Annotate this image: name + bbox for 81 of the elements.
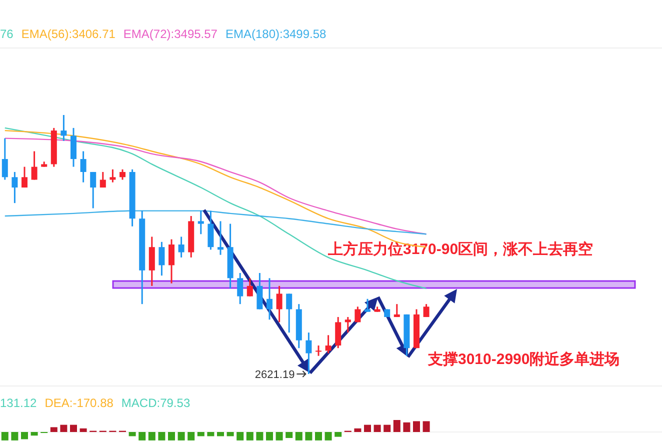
candlestick [110,168,116,184]
candlestick [344,316,351,334]
bar [315,432,322,440]
candlestick [22,166,28,188]
bar [286,432,293,438]
candlestick [335,316,342,349]
candlestick [178,236,184,258]
candlestick [364,298,370,313]
candlestick [80,150,86,184]
bar [158,432,166,440]
candlestick [237,272,244,305]
bar [354,428,362,432]
candlestick [286,292,292,334]
candlestick [266,277,272,320]
candlestick [100,171,106,188]
text: 131.12 [0,396,38,410]
bar [295,432,302,440]
candlestick [276,285,282,323]
bar [178,432,185,440]
bar [128,432,136,436]
bar [266,432,273,440]
bar [236,432,244,440]
bar [11,432,18,440]
candlestick [306,332,312,375]
candlestick [12,171,18,204]
candlestick [218,220,224,256]
candlestick [325,334,332,354]
text: EMA(56):3406.71 [21,27,116,41]
bar [246,432,254,440]
band-label: 上方压力位3170-90区间，涨不上去再空 [327,240,594,258]
bar [374,424,381,432]
bar [276,432,283,440]
candlestick [90,171,96,209]
candlestick [423,303,430,318]
bar [148,432,156,440]
bar [334,432,342,437]
candlestick [2,138,8,180]
bar [70,424,77,432]
bar [138,432,146,440]
bar [1,432,8,440]
bar [393,420,400,432]
bar [305,432,312,440]
text: DEA:-170.88 [44,396,114,410]
bar [188,432,195,440]
candlestick [70,127,76,168]
bar [207,432,214,436]
candlestick [31,150,38,180]
bar [80,428,87,432]
candlestick [148,236,155,287]
candlestick [256,272,263,310]
bar [30,432,38,436]
candlestick [394,303,400,318]
bar [256,432,264,440]
candlestick [354,306,361,323]
annotation: 2621.19 [254,369,295,381]
text: MACD:79.53 [121,396,190,410]
bar [168,432,175,440]
bar [422,421,430,432]
annotation: 支撑3010-2990附近多单进场 [427,351,620,368]
candlestick [158,241,165,276]
bar [50,427,58,432]
bar [226,432,234,436]
candlestick [60,114,67,142]
candlestick [208,210,214,250]
bar [60,424,68,432]
text: 76 [0,27,14,41]
text: EMA(72):3495.57 [123,27,218,41]
candlestick [316,344,322,357]
candlestick [198,210,204,235]
bar [324,432,332,440]
bar [384,424,391,432]
candlestick [168,238,174,284]
candlestick [120,168,126,180]
text: EMA(180):3499.58 [225,27,327,41]
bar [413,421,420,432]
bar [197,432,204,436]
bar [217,432,224,436]
bar [403,422,410,432]
bar [21,432,28,440]
bar [364,424,371,432]
candlestick [246,277,253,298]
